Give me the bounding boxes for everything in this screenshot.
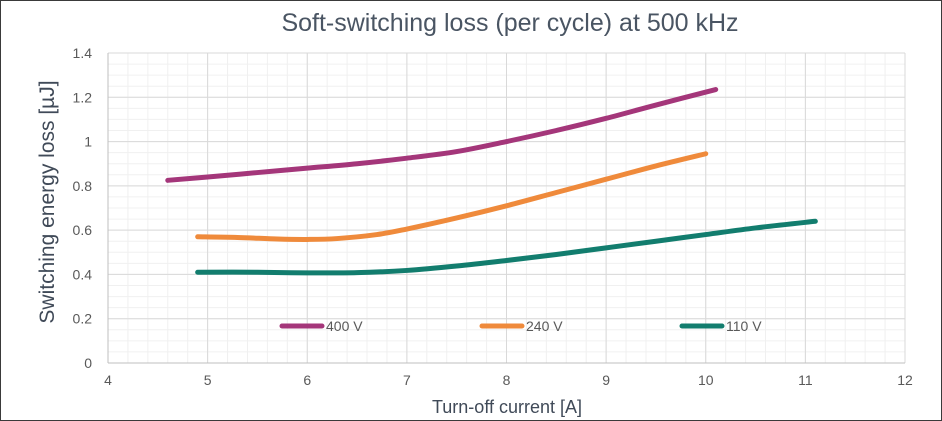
legend-label-400v: 400 V bbox=[326, 318, 363, 334]
y-tick-label: 0.8 bbox=[73, 178, 93, 194]
x-tick-label: 12 bbox=[897, 372, 913, 388]
x-tick-label: 9 bbox=[602, 372, 610, 388]
y-tick-label: 0.2 bbox=[73, 311, 93, 327]
y-tick-label: 0.6 bbox=[73, 222, 93, 238]
legend: 400 V 240 V 110 V bbox=[279, 318, 762, 334]
x-tick-label: 10 bbox=[698, 372, 714, 388]
legend-label-240v: 240 V bbox=[526, 318, 563, 334]
x-tick-label: 5 bbox=[204, 372, 212, 388]
y-tick-label: 0.4 bbox=[73, 266, 93, 282]
y-tick-label: 1 bbox=[84, 134, 92, 150]
y-tick-label: 1.2 bbox=[73, 89, 93, 105]
x-axis-label: Turn-off current [A] bbox=[432, 397, 582, 417]
y-tick-label: 0 bbox=[84, 355, 92, 371]
x-tick-label: 11 bbox=[798, 372, 813, 388]
x-tick-label: 8 bbox=[503, 372, 511, 388]
x-tick-label: 7 bbox=[403, 372, 411, 388]
x-tick-label: 4 bbox=[104, 372, 112, 388]
axes: 4 5 6 7 8 9 10 11 12 0 0.2 0.4 0.6 0.8 1 1.2 1.4 bbox=[73, 45, 913, 388]
series-line-110v bbox=[195, 218, 818, 276]
chart-title: Soft-switching loss (per cycle) at 500 k… bbox=[281, 9, 738, 37]
series-line-400v bbox=[165, 87, 719, 183]
y-tick-label: 1.4 bbox=[73, 45, 93, 61]
series-line-240v bbox=[195, 151, 709, 242]
grid bbox=[107, 52, 906, 364]
x-tick-label: 6 bbox=[303, 372, 311, 388]
series-group bbox=[165, 87, 818, 276]
y-axis-label: Switching energy loss [µJ] bbox=[36, 80, 59, 323]
legend-label-110v: 110 V bbox=[726, 318, 762, 334]
